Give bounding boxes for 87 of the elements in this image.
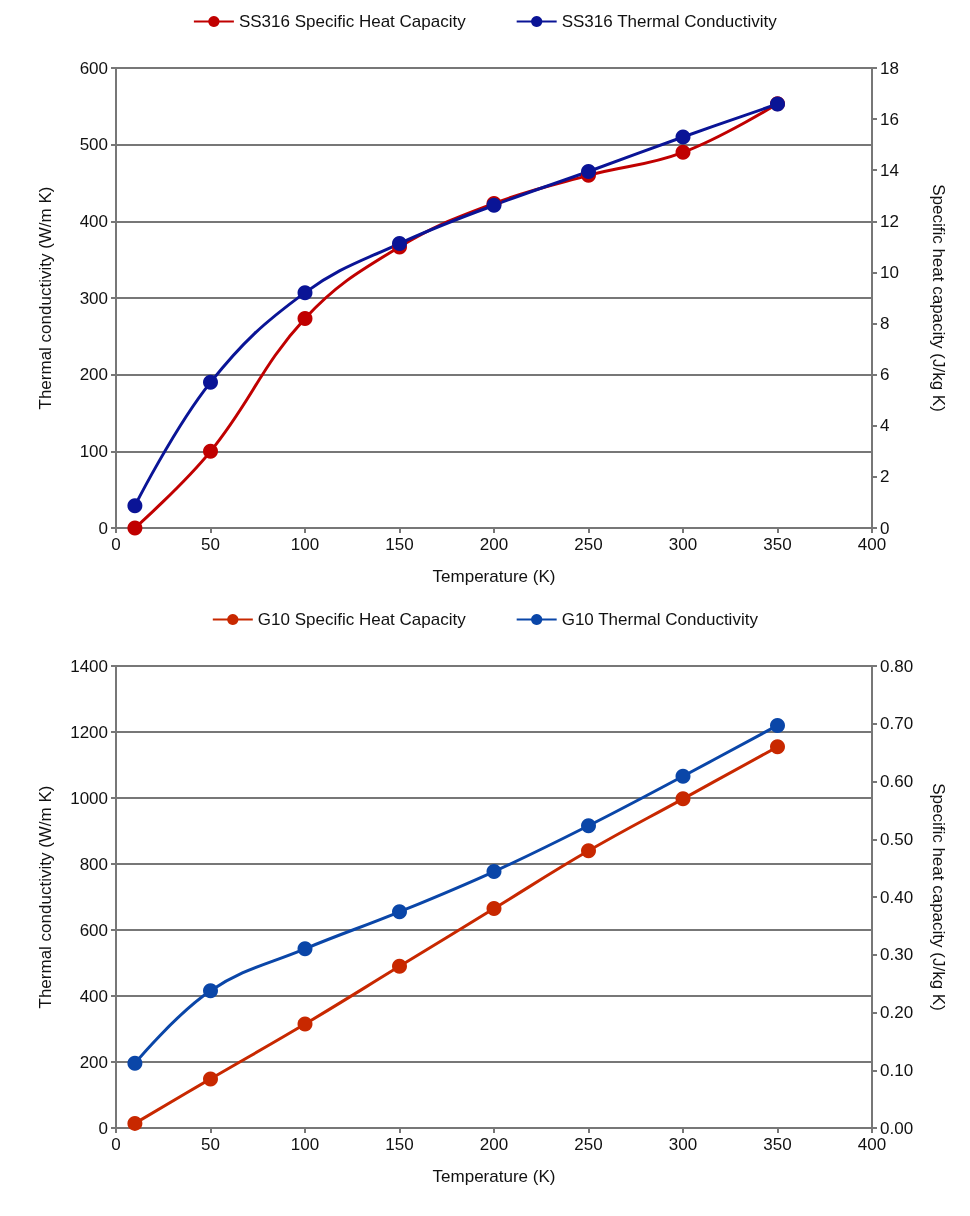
- x-tick-label: 50: [201, 1135, 220, 1154]
- x-tick-label: 350: [763, 1135, 792, 1154]
- point: [581, 164, 596, 179]
- x-tick-label: 400: [857, 1135, 887, 1154]
- y-tick-label: 600: [79, 920, 108, 940]
- y2-tick-label: 0.70: [880, 714, 914, 734]
- y2-tick-label: 18: [880, 58, 899, 78]
- x-tick-label: 0: [111, 535, 121, 554]
- point: [203, 1071, 218, 1087]
- point: [770, 717, 785, 733]
- point: [675, 144, 691, 160]
- point: [486, 901, 502, 917]
- legend-label: G10 Thermal Conductivity: [561, 610, 759, 629]
- y2-tick-label: 0.50: [880, 829, 914, 849]
- x-axis-title: Temperature (K): [432, 567, 556, 586]
- y2-tick-label: 6: [880, 365, 890, 385]
- y-tick-label: 1200: [70, 722, 108, 742]
- x-tick-label: 250: [574, 535, 603, 554]
- y2-tick-label: 2: [880, 467, 890, 487]
- y2-tick-label: 0.40: [880, 887, 914, 907]
- x-tick-label: 400: [857, 535, 887, 554]
- point: [127, 1055, 143, 1071]
- x-tick-label: 50: [201, 535, 220, 554]
- x-tick-label: 150: [385, 535, 414, 554]
- point: [127, 1115, 143, 1131]
- point: [486, 864, 502, 880]
- y2-tick-label: 0.00: [880, 1118, 914, 1138]
- y2-tick-label: 0.10: [880, 1060, 914, 1080]
- y2-tick-label: 0.20: [880, 1003, 914, 1022]
- y2-tick-label: 16: [880, 109, 899, 129]
- y2-tick-label: 0: [880, 518, 890, 538]
- y-tick-label: 0: [98, 1118, 108, 1138]
- y-tick-label: 100: [79, 441, 108, 461]
- point: [127, 498, 143, 514]
- y2-tick-label: 8: [880, 314, 890, 334]
- y-axis-title: Thermal conductivity (W/m K): [36, 186, 55, 410]
- x-tick-label: 100: [290, 535, 320, 554]
- point: [297, 285, 313, 301]
- y2-axis-title: Specific heat capacity (J/kg K): [929, 783, 948, 1011]
- y-tick-label: 200: [79, 365, 108, 385]
- y2-axis-title: Specific heat capacity (J/kg K): [929, 184, 948, 412]
- point: [770, 739, 785, 755]
- y-axis-title: Thermal conductivity (W/m K): [36, 785, 55, 1009]
- y-tick-label: 300: [79, 288, 108, 308]
- point: [297, 1016, 313, 1032]
- legend-label: G10 Specific Heat Capacity: [257, 610, 467, 629]
- y-tick-label: 1000: [70, 788, 108, 808]
- point: [127, 520, 143, 536]
- x-tick-label: 300: [668, 1135, 698, 1154]
- y2-tick-label: 4: [880, 416, 890, 436]
- point: [297, 310, 313, 326]
- point: [203, 374, 218, 390]
- point: [297, 941, 313, 957]
- point: [581, 818, 596, 834]
- x-tick-label: 100: [290, 1135, 320, 1154]
- y2-tick-label: 12: [880, 211, 899, 231]
- point: [203, 983, 218, 999]
- y-tick-label: 0: [98, 518, 108, 538]
- x-tick-label: 350: [763, 535, 792, 554]
- x-tick-label: 200: [479, 1135, 509, 1154]
- y-tick-label: 800: [79, 854, 108, 874]
- point: [675, 791, 691, 807]
- point: [203, 443, 218, 459]
- x-tick-label: 0: [111, 1135, 121, 1154]
- x-tick-label: 250: [574, 1135, 603, 1154]
- y-tick-label: 200: [79, 1052, 108, 1072]
- y2-tick-label: 14: [880, 160, 899, 180]
- y-tick-label: 500: [79, 135, 108, 155]
- y2-tick-label: 0.30: [880, 945, 914, 965]
- point: [392, 904, 407, 920]
- point: [392, 958, 407, 974]
- point: [581, 843, 596, 859]
- y2-tick-label: 10: [880, 262, 899, 282]
- point: [675, 768, 691, 784]
- y2-tick-label: 0.80: [880, 656, 914, 676]
- x-tick-label: 150: [385, 1135, 414, 1154]
- legend-label: SS316 Specific Heat Capacity: [238, 12, 467, 31]
- y-tick-label: 600: [79, 58, 108, 78]
- x-axis-title: Temperature (K): [432, 1167, 556, 1186]
- y-tick-label: 1400: [70, 656, 108, 676]
- legend-label: SS316 Thermal Conductivity: [561, 12, 778, 31]
- y2-tick-label: 0.60: [880, 772, 914, 791]
- y-tick-label: 400: [79, 986, 108, 1006]
- point: [675, 129, 691, 145]
- x-tick-label: 200: [479, 535, 509, 554]
- x-tick-label: 300: [668, 535, 698, 554]
- y-tick-label: 400: [79, 211, 108, 231]
